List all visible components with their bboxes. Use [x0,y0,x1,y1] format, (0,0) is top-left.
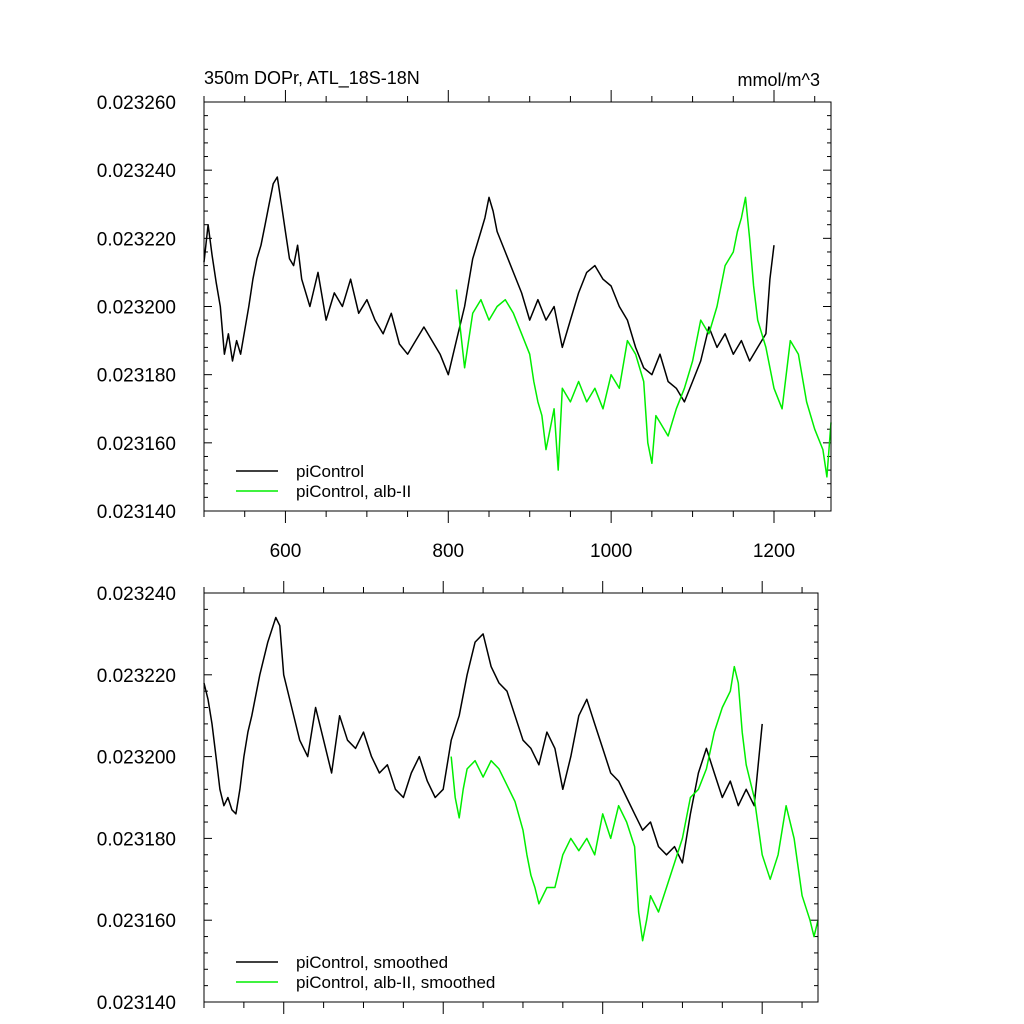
top-panel-title: 350m DOPr, ATL_18S-18N [204,68,420,89]
top-x-ticks: 600 800 1000 1200 [203,90,816,562]
bottom-series [203,616,819,942]
y-tick-label: 0.023140 [97,502,176,523]
y-tick-label: 0.023220 [97,229,176,250]
top-series [203,176,832,478]
bottom-y-ticks: 0.023140 0.023160 0.023180 0.023200 0.023220… [97,584,818,1014]
y-tick-label: 0.023140 [97,993,176,1014]
top-legend-label-control: piControl [296,462,364,481]
bottom-legend: piControl, smoothed piControl, alb-II, s… [236,953,495,992]
top-legend: piControl piControl, alb-II [236,462,411,501]
y-tick-label: 0.023200 [97,748,176,769]
y-tick-label: 0.023240 [97,584,176,605]
y-tick-label: 0.023260 [97,93,176,114]
top-panel-units: mmol/m^3 [738,70,820,90]
y-tick-label: 0.023180 [97,366,176,387]
top-panel: 350m DOPr, ATL_18S-18N mmol/m^3 0.023140… [97,68,832,562]
x-tick-label: 1000 [590,541,632,562]
series-line-alb [455,196,832,478]
bottom-x-ticks [203,581,803,1014]
x-tick-label: 1200 [753,541,795,562]
y-tick-label: 0.023160 [97,911,176,932]
y-tick-label: 0.023160 [97,434,176,455]
top-y-ticks: 0.023140 0.023160 0.023180 0.023200 0.023220… [97,93,831,523]
y-tick-label: 0.023220 [97,666,176,687]
x-tick-label: 600 [270,541,302,562]
bottom-legend-label-control: piControl, smoothed [296,953,448,972]
top-plot-frame [203,101,832,512]
series-line-control [203,616,763,864]
x-tick-label: 800 [432,541,464,562]
y-tick-label: 0.023180 [97,829,176,850]
series-line-alb [450,665,819,942]
y-tick-label: 0.023200 [97,298,176,319]
y-tick-label: 0.023240 [97,161,176,182]
series-line-control [203,176,775,403]
bottom-panel: 0.023140 0.023160 0.023180 0.023200 0.023220… [97,581,819,1014]
bottom-plot-frame [203,592,819,1003]
top-legend-label-alb: piControl, alb-II [296,482,411,501]
bottom-legend-label-alb: piControl, alb-II, smoothed [296,973,495,992]
